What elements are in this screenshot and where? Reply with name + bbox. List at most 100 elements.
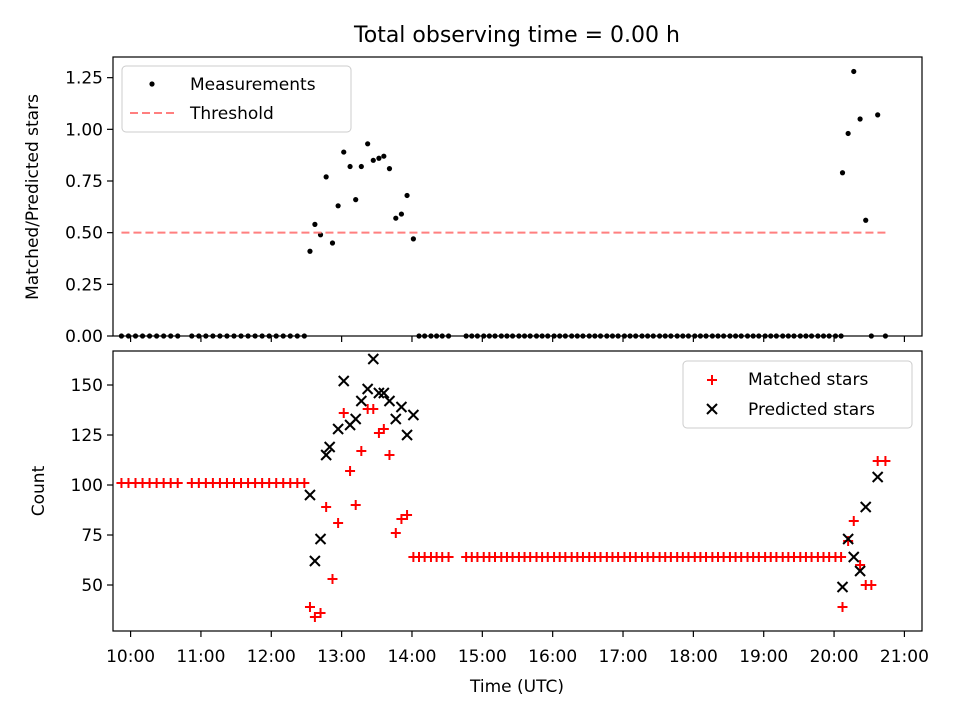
x-tick-label: 16:00: [528, 647, 577, 667]
matched-star-point: [866, 580, 877, 590]
predicted-star-point: [383, 395, 396, 407]
matched-star-point: [836, 552, 847, 562]
x-tick-label: 13:00: [317, 647, 366, 667]
predicted-star-point: [323, 441, 336, 453]
predicted-star-point: [836, 581, 849, 593]
matched-star-point: [368, 404, 379, 414]
x-axis-label: Time (UTC): [469, 677, 564, 697]
legend-matched-label: Matched stars: [748, 370, 868, 390]
matched-star-point: [327, 574, 338, 584]
count-y-axis-label: Count: [29, 465, 49, 516]
matched-star-point: [304, 602, 315, 612]
measurement-point: [370, 157, 376, 163]
matched-star-point: [855, 560, 866, 570]
count-panel: Count Time (UTC) 50 75 100 125 150 10:00 11:0…: [29, 350, 929, 697]
count-y-tick-label: 125: [71, 426, 103, 446]
predicted-star-point: [378, 387, 390, 399]
predicted-star-point: [373, 387, 385, 399]
legend-predicted-marker: [706, 403, 718, 415]
predicted-star-point: [355, 395, 368, 407]
ratio-y-tick-label: 0.25: [65, 275, 103, 295]
measurement-point: [857, 116, 863, 122]
ratio-legend: Measurements Threshold: [121, 65, 352, 133]
measurement-point: [341, 149, 347, 155]
matched-star-point: [880, 456, 891, 466]
matched-star-point: [443, 552, 454, 562]
measurement-point: [312, 221, 318, 227]
legend-threshold-label: Threshold: [189, 104, 274, 124]
predicted-star-point: [367, 353, 379, 365]
matched-star-point: [309, 612, 320, 622]
count-plot-frame: [112, 350, 923, 632]
x-tick-label: 12:00: [247, 647, 296, 667]
matched-star-point: [378, 424, 389, 434]
matched-star-point: [837, 602, 848, 612]
measurement-point: [839, 170, 846, 176]
measurement-point: [347, 163, 353, 170]
predicted-star-point: [860, 501, 872, 513]
count-y-tick-label: 100: [71, 476, 103, 496]
measurement-point: [358, 163, 364, 170]
measurement-point: [381, 153, 387, 159]
predicted-star-point: [332, 423, 344, 435]
measurement-point: [335, 203, 341, 209]
matched-star-point: [848, 516, 859, 526]
x-tick-label: 21:00: [880, 647, 929, 667]
ratio-plot-frame: [112, 56, 923, 337]
predicted-star-point: [390, 413, 402, 425]
count-y-tick-label: 150: [71, 376, 103, 396]
matched-star-point: [384, 450, 395, 460]
matched-star-point: [396, 514, 407, 524]
measurement-point: [863, 217, 869, 223]
count-y-tick-label: 75: [81, 526, 103, 546]
legend-measurements-label: Measurements: [190, 75, 316, 95]
matched-star-point: [402, 510, 413, 520]
matched-star-point: [315, 608, 326, 618]
measurement-point: [386, 166, 393, 172]
x-tick-label: 19:00: [739, 647, 788, 667]
matched-star-point: [321, 502, 332, 512]
matched-star-point: [345, 466, 356, 476]
predicted-star-point: [407, 409, 420, 421]
x-tick-label: 11:00: [176, 647, 225, 667]
x-tick-label: 15:00: [458, 647, 507, 667]
predicted-star-point: [338, 375, 350, 387]
predicted-star-point: [842, 533, 854, 545]
ratio-y-tick-label: 1.25: [65, 69, 103, 89]
matched-star-point: [333, 518, 344, 528]
measurement-point: [393, 215, 399, 221]
x-tick-label: 10:00: [106, 647, 155, 667]
predicted-star-point: [848, 551, 860, 563]
x-tick-label: 17:00: [599, 647, 648, 667]
predicted-star-point: [304, 489, 316, 501]
matched-star-point: [390, 528, 401, 538]
ratio-panel: Total observing time = 0.00 h Matched/Pr…: [23, 23, 923, 347]
measurement-point: [307, 248, 313, 254]
matched-star-point: [299, 478, 310, 488]
chart-title: Total observing time = 0.00 h: [353, 23, 680, 48]
measurement-point: [323, 174, 329, 180]
measurement-point: [365, 141, 371, 147]
predicted-star-point: [320, 449, 332, 461]
predicted-star-point: [871, 471, 884, 483]
matched-star-point: [338, 408, 349, 418]
predicted-star-point: [314, 533, 327, 545]
legend-matched-marker: [707, 375, 717, 385]
measurement-point: [845, 130, 851, 137]
matched-star-point: [356, 446, 367, 456]
measurement-point: [875, 112, 881, 118]
predicted-star-point: [349, 413, 362, 425]
x-tick-label: 18:00: [669, 647, 718, 667]
measurement-point: [404, 192, 410, 199]
ratio-y-tick-label: 0.00: [65, 327, 103, 347]
matched-star-point: [350, 500, 361, 510]
ratio-y-tick-label: 1.00: [65, 120, 103, 140]
measurement-point: [851, 68, 857, 75]
measurement-point: [353, 197, 359, 203]
ratio-y-tick-label: 0.50: [65, 224, 103, 244]
legend-predicted-label: Predicted stars: [748, 400, 875, 420]
x-tick-label: 14:00: [387, 647, 436, 667]
predicted-star-point: [395, 401, 408, 413]
count-legend: Matched stars Predicted stars: [682, 360, 913, 429]
